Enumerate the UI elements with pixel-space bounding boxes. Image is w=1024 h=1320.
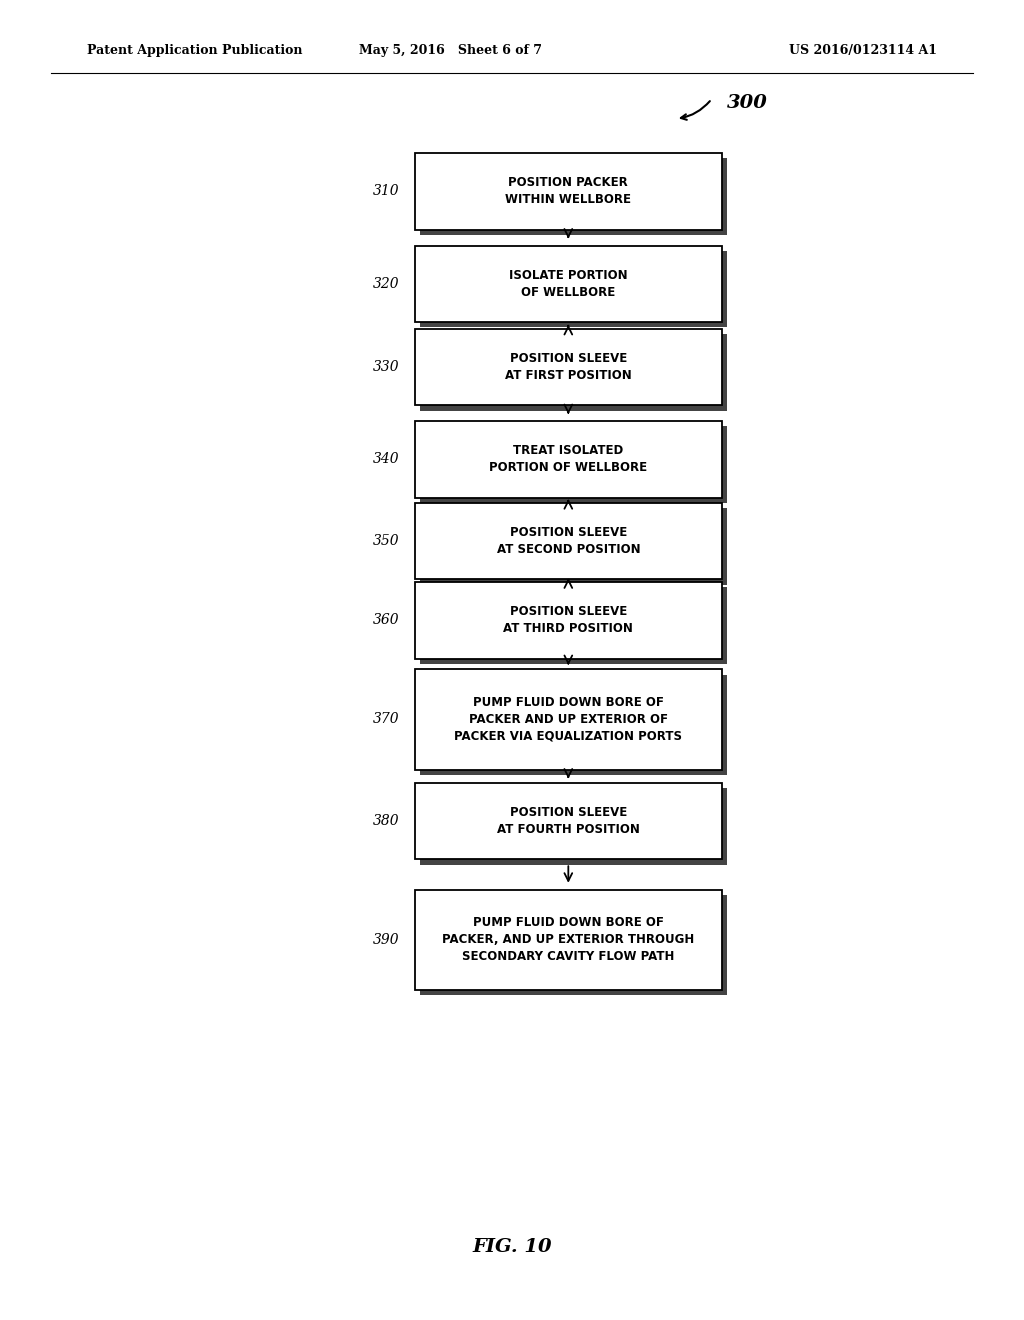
Text: FIG. 10: FIG. 10 <box>472 1238 552 1257</box>
FancyBboxPatch shape <box>415 582 722 659</box>
Text: POSITION PACKER
WITHIN WELLBORE: POSITION PACKER WITHIN WELLBORE <box>505 177 632 206</box>
Text: 380: 380 <box>373 814 399 828</box>
Text: US 2016/0123114 A1: US 2016/0123114 A1 <box>788 44 937 57</box>
FancyBboxPatch shape <box>420 426 727 503</box>
Text: 310: 310 <box>373 185 399 198</box>
Text: 360: 360 <box>373 614 399 627</box>
Text: 350: 350 <box>373 535 399 548</box>
FancyBboxPatch shape <box>415 783 722 859</box>
Text: PUMP FLUID DOWN BORE OF
PACKER, AND UP EXTERIOR THROUGH
SECONDARY CAVITY FLOW PA: PUMP FLUID DOWN BORE OF PACKER, AND UP E… <box>442 916 694 964</box>
Text: POSITION SLEEVE
AT FOURTH POSITION: POSITION SLEEVE AT FOURTH POSITION <box>497 807 640 836</box>
FancyBboxPatch shape <box>415 246 722 322</box>
FancyBboxPatch shape <box>415 890 722 990</box>
FancyBboxPatch shape <box>415 421 722 498</box>
FancyBboxPatch shape <box>415 669 722 770</box>
Text: 300: 300 <box>727 94 768 112</box>
Text: 390: 390 <box>373 933 399 946</box>
Text: 330: 330 <box>373 360 399 374</box>
Text: Patent Application Publication: Patent Application Publication <box>87 44 302 57</box>
FancyBboxPatch shape <box>420 158 727 235</box>
Text: 320: 320 <box>373 277 399 290</box>
FancyBboxPatch shape <box>420 675 727 775</box>
FancyBboxPatch shape <box>420 508 727 585</box>
FancyBboxPatch shape <box>420 895 727 995</box>
Text: May 5, 2016   Sheet 6 of 7: May 5, 2016 Sheet 6 of 7 <box>359 44 542 57</box>
Text: POSITION SLEEVE
AT THIRD POSITION: POSITION SLEEVE AT THIRD POSITION <box>504 606 633 635</box>
Text: ISOLATE PORTION
OF WELLBORE: ISOLATE PORTION OF WELLBORE <box>509 269 628 298</box>
FancyBboxPatch shape <box>420 251 727 327</box>
Text: POSITION SLEEVE
AT SECOND POSITION: POSITION SLEEVE AT SECOND POSITION <box>497 527 640 556</box>
Text: POSITION SLEEVE
AT FIRST POSITION: POSITION SLEEVE AT FIRST POSITION <box>505 352 632 381</box>
FancyBboxPatch shape <box>420 788 727 865</box>
FancyBboxPatch shape <box>420 334 727 411</box>
FancyBboxPatch shape <box>415 153 722 230</box>
Text: 340: 340 <box>373 453 399 466</box>
Text: 370: 370 <box>373 713 399 726</box>
FancyBboxPatch shape <box>420 587 727 664</box>
FancyBboxPatch shape <box>415 329 722 405</box>
FancyBboxPatch shape <box>415 503 722 579</box>
Text: TREAT ISOLATED
PORTION OF WELLBORE: TREAT ISOLATED PORTION OF WELLBORE <box>489 445 647 474</box>
Text: PUMP FLUID DOWN BORE OF
PACKER AND UP EXTERIOR OF
PACKER VIA EQUALIZATION PORTS: PUMP FLUID DOWN BORE OF PACKER AND UP EX… <box>455 696 682 743</box>
